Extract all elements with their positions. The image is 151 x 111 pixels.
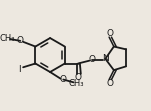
Text: CH₃: CH₃ (69, 79, 84, 88)
Text: N: N (102, 54, 109, 63)
Text: O: O (107, 29, 114, 38)
Text: O: O (74, 73, 82, 82)
Text: O: O (60, 75, 67, 84)
Text: O: O (89, 55, 96, 64)
Text: O: O (17, 36, 24, 45)
Text: O: O (107, 79, 114, 88)
Text: CH₃: CH₃ (0, 34, 15, 43)
Text: I: I (18, 65, 21, 74)
